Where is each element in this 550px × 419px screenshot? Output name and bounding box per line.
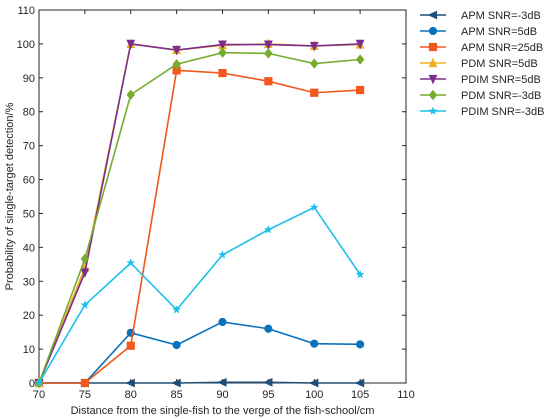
data-point: [264, 77, 273, 86]
data-point: [172, 305, 182, 314]
data-point: [356, 340, 365, 349]
data-point: [264, 48, 273, 59]
data-point: [308, 378, 319, 388]
data-point: [80, 378, 89, 388]
y-tick-label: 40: [23, 242, 35, 254]
data-point: [80, 253, 90, 265]
series-1: [34, 317, 365, 388]
legend: APM SNR=-3dB APM SNR=5dB APM SNR=25dB PDM S…: [420, 10, 544, 118]
data-point: [80, 300, 90, 309]
data-point: [309, 202, 319, 212]
data-point: [263, 224, 273, 234]
legend-label: APM SNR=25dB: [461, 42, 543, 54]
legend-label: PDIM SNR=-3dB: [461, 106, 544, 118]
data-point: [310, 339, 319, 348]
data-point: [217, 250, 228, 259]
legend-marker: [427, 10, 438, 20]
data-point: [172, 59, 181, 70]
legend-label: PDM SNR=-3dB: [461, 90, 541, 102]
legend-entry: PDM SNR=-3dB: [420, 89, 541, 102]
y-tick-label: 50: [23, 208, 35, 220]
data-point: [172, 340, 181, 350]
series-line: [39, 321, 361, 384]
data-point: [355, 54, 365, 65]
data-point: [263, 40, 273, 50]
data-point: [264, 324, 273, 333]
legend-entry: APM SNR=-3dB: [420, 10, 541, 22]
data-point: [172, 45, 182, 56]
legend-marker: [428, 26, 438, 36]
legend-label: PDM SNR=5dB: [461, 58, 538, 70]
data-point: [126, 39, 136, 50]
data-point: [171, 378, 181, 388]
x-axis-label: Distance from the single-fish to the ver…: [71, 405, 375, 417]
legend-entry: APM SNR=5dB: [420, 26, 537, 38]
series-line: [38, 206, 361, 384]
series-layer: [33, 38, 365, 389]
y-tick-label: 80: [23, 107, 35, 119]
y-tick-label: 30: [23, 276, 35, 288]
data-point: [262, 377, 273, 387]
data-point: [80, 268, 90, 278]
x-tick-label: 90: [216, 389, 228, 401]
data-point: [126, 341, 135, 350]
y-axis-label: Probability of single-target detection/%: [4, 102, 16, 290]
legend-marker: [428, 89, 438, 101]
data-point: [355, 269, 365, 279]
legend-entry: PDIM SNR=5dB: [420, 74, 541, 86]
data-point: [354, 378, 365, 388]
legend-entry: PDIM SNR=-3dB: [420, 106, 544, 118]
x-tick-label: 80: [125, 389, 137, 401]
x-tick-label: 95: [262, 389, 274, 401]
data-point: [310, 58, 319, 69]
data-point: [356, 85, 365, 95]
data-point: [218, 68, 227, 78]
data-point: [126, 258, 136, 267]
x-tick-label: 105: [351, 389, 369, 401]
plot-frame: [38, 9, 407, 384]
y-tick-label: 90: [23, 73, 35, 85]
y-tick-label: 110: [17, 5, 35, 17]
legend-marker: [428, 74, 438, 85]
legend-marker: [428, 42, 438, 52]
y-tick-label: 60: [23, 175, 35, 187]
axis-ticks: 70 75 80 85 90 95 100 105 110 0 10 20 30 40 50 60 70 80 90…: [17, 5, 415, 401]
y-tick-label: 20: [23, 310, 35, 322]
data-point: [217, 377, 227, 387]
series-6: [34, 202, 365, 387]
y-tick-label: 100: [17, 39, 35, 51]
series-line: [39, 69, 361, 384]
x-tick-label: 75: [79, 389, 91, 401]
x-tick-label: 110: [397, 389, 415, 401]
data-point: [125, 378, 135, 388]
plot-axes: [38, 9, 407, 384]
legend-entry: PDM SNR=5dB: [420, 57, 538, 70]
legend-label: APM SNR=-3dB: [461, 10, 541, 22]
x-tick-label: 100: [305, 389, 323, 401]
series-line: [38, 51, 361, 384]
y-tick-label: 10: [23, 344, 35, 356]
legend-entry: APM SNR=25dB: [420, 42, 543, 54]
series-2: [34, 66, 365, 388]
y-tick-label: 70: [23, 141, 35, 153]
x-tick-label: 70: [33, 389, 45, 401]
data-point: [218, 47, 227, 58]
y-tick-label: 0: [29, 378, 35, 390]
legend-label: APM SNR=5dB: [461, 26, 537, 38]
data-point: [218, 40, 227, 50]
data-point: [34, 378, 44, 387]
series-line: [39, 381, 361, 384]
series-5: [34, 47, 365, 389]
legend-marker: [428, 57, 438, 68]
data-point: [218, 317, 227, 327]
data-point: [309, 41, 319, 52]
data-point: [310, 88, 319, 97]
legend-label: PDIM SNR=5dB: [461, 74, 541, 86]
data-point: [355, 39, 365, 50]
data-point: [126, 89, 135, 100]
x-tick-label: 85: [171, 389, 183, 401]
legend-marker: [428, 106, 438, 115]
